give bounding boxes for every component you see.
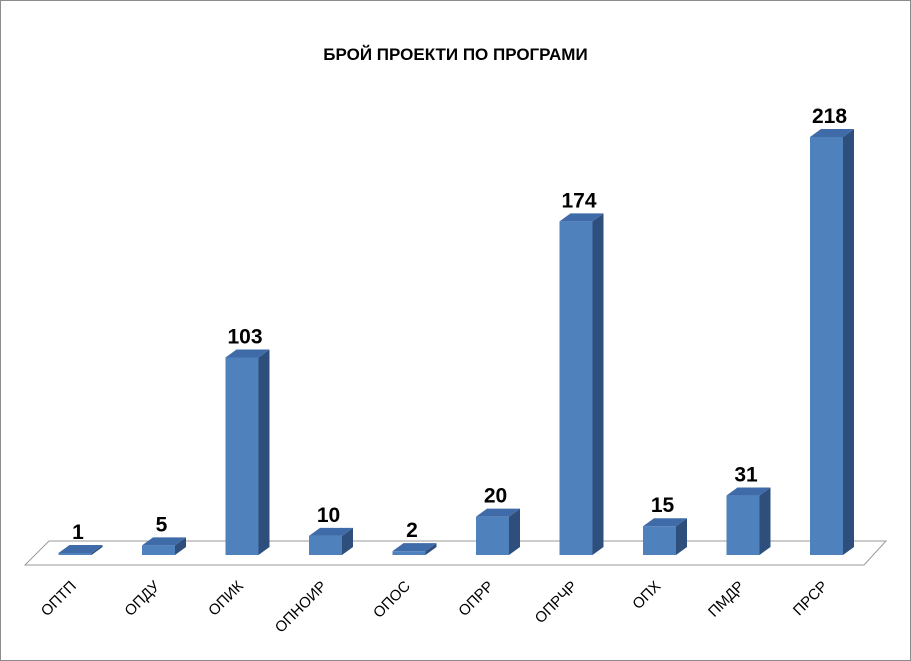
- data-label: 15: [651, 494, 675, 517]
- bar-top: [810, 129, 854, 137]
- data-label: 10: [317, 504, 340, 527]
- bar-front: [476, 516, 509, 555]
- bar-5: [392, 543, 437, 555]
- bar-top: [309, 527, 353, 536]
- data-label: 31: [734, 464, 758, 487]
- bar-top: [476, 508, 520, 517]
- bar-10: [810, 129, 854, 555]
- bar-top: [559, 213, 604, 222]
- category-label: ОПРЧР: [532, 578, 581, 627]
- bar-top: [225, 349, 270, 358]
- bar-front: [810, 137, 843, 555]
- data-label: 103: [227, 326, 262, 349]
- data-label: 2: [406, 519, 418, 542]
- data-label: 1: [72, 521, 84, 544]
- bar-front: [58, 553, 92, 555]
- category-label: ОПНОИР: [272, 578, 331, 637]
- category-label: ОПДУ: [121, 577, 163, 619]
- category-label: ОПТП: [38, 578, 80, 620]
- category-label: ОПОС: [370, 578, 414, 622]
- bar-side: [342, 527, 353, 555]
- bar-side: [258, 349, 270, 555]
- bar-front: [726, 495, 760, 555]
- bar-top: [643, 518, 687, 527]
- bar-front: [142, 545, 175, 555]
- bar-top: [392, 543, 437, 552]
- bar-side: [843, 129, 854, 555]
- bar-front: [225, 357, 259, 555]
- bar-4: [309, 527, 353, 555]
- bar-3: [225, 349, 270, 555]
- category-label: ПМДР: [705, 578, 748, 621]
- bar-6: [476, 508, 520, 555]
- bar-side: [676, 518, 687, 555]
- category-label: ОПРР: [455, 578, 497, 620]
- bar-1: [58, 545, 103, 555]
- bar-side: [759, 487, 771, 555]
- category-label: ОПХ: [629, 578, 664, 613]
- data-label: 20: [484, 485, 507, 508]
- bar-top: [726, 487, 771, 496]
- bar-front: [559, 221, 593, 555]
- bar-9: [726, 487, 771, 555]
- bar-front: [643, 526, 676, 555]
- bar-side: [425, 543, 437, 555]
- bar-top: [58, 545, 103, 553]
- bar-side: [592, 213, 604, 555]
- bar-top: [142, 537, 186, 546]
- chart-title: БРОЙ ПРОЕКТИ ПО ПРОГРАМИ: [323, 45, 588, 64]
- data-label: 5: [156, 513, 168, 536]
- category-label: ПРСР: [790, 578, 831, 619]
- category-label: ОПИК: [205, 578, 247, 620]
- data-label: 174: [561, 189, 596, 212]
- bar-side: [91, 545, 103, 555]
- bar-front: [392, 551, 426, 555]
- bar-2: [142, 537, 186, 555]
- bar-8: [643, 518, 687, 555]
- bar-side: [175, 537, 186, 555]
- bar-7: [559, 213, 604, 555]
- data-label: 218: [812, 105, 847, 128]
- bar-side: [509, 508, 520, 555]
- bar-front: [309, 535, 342, 555]
